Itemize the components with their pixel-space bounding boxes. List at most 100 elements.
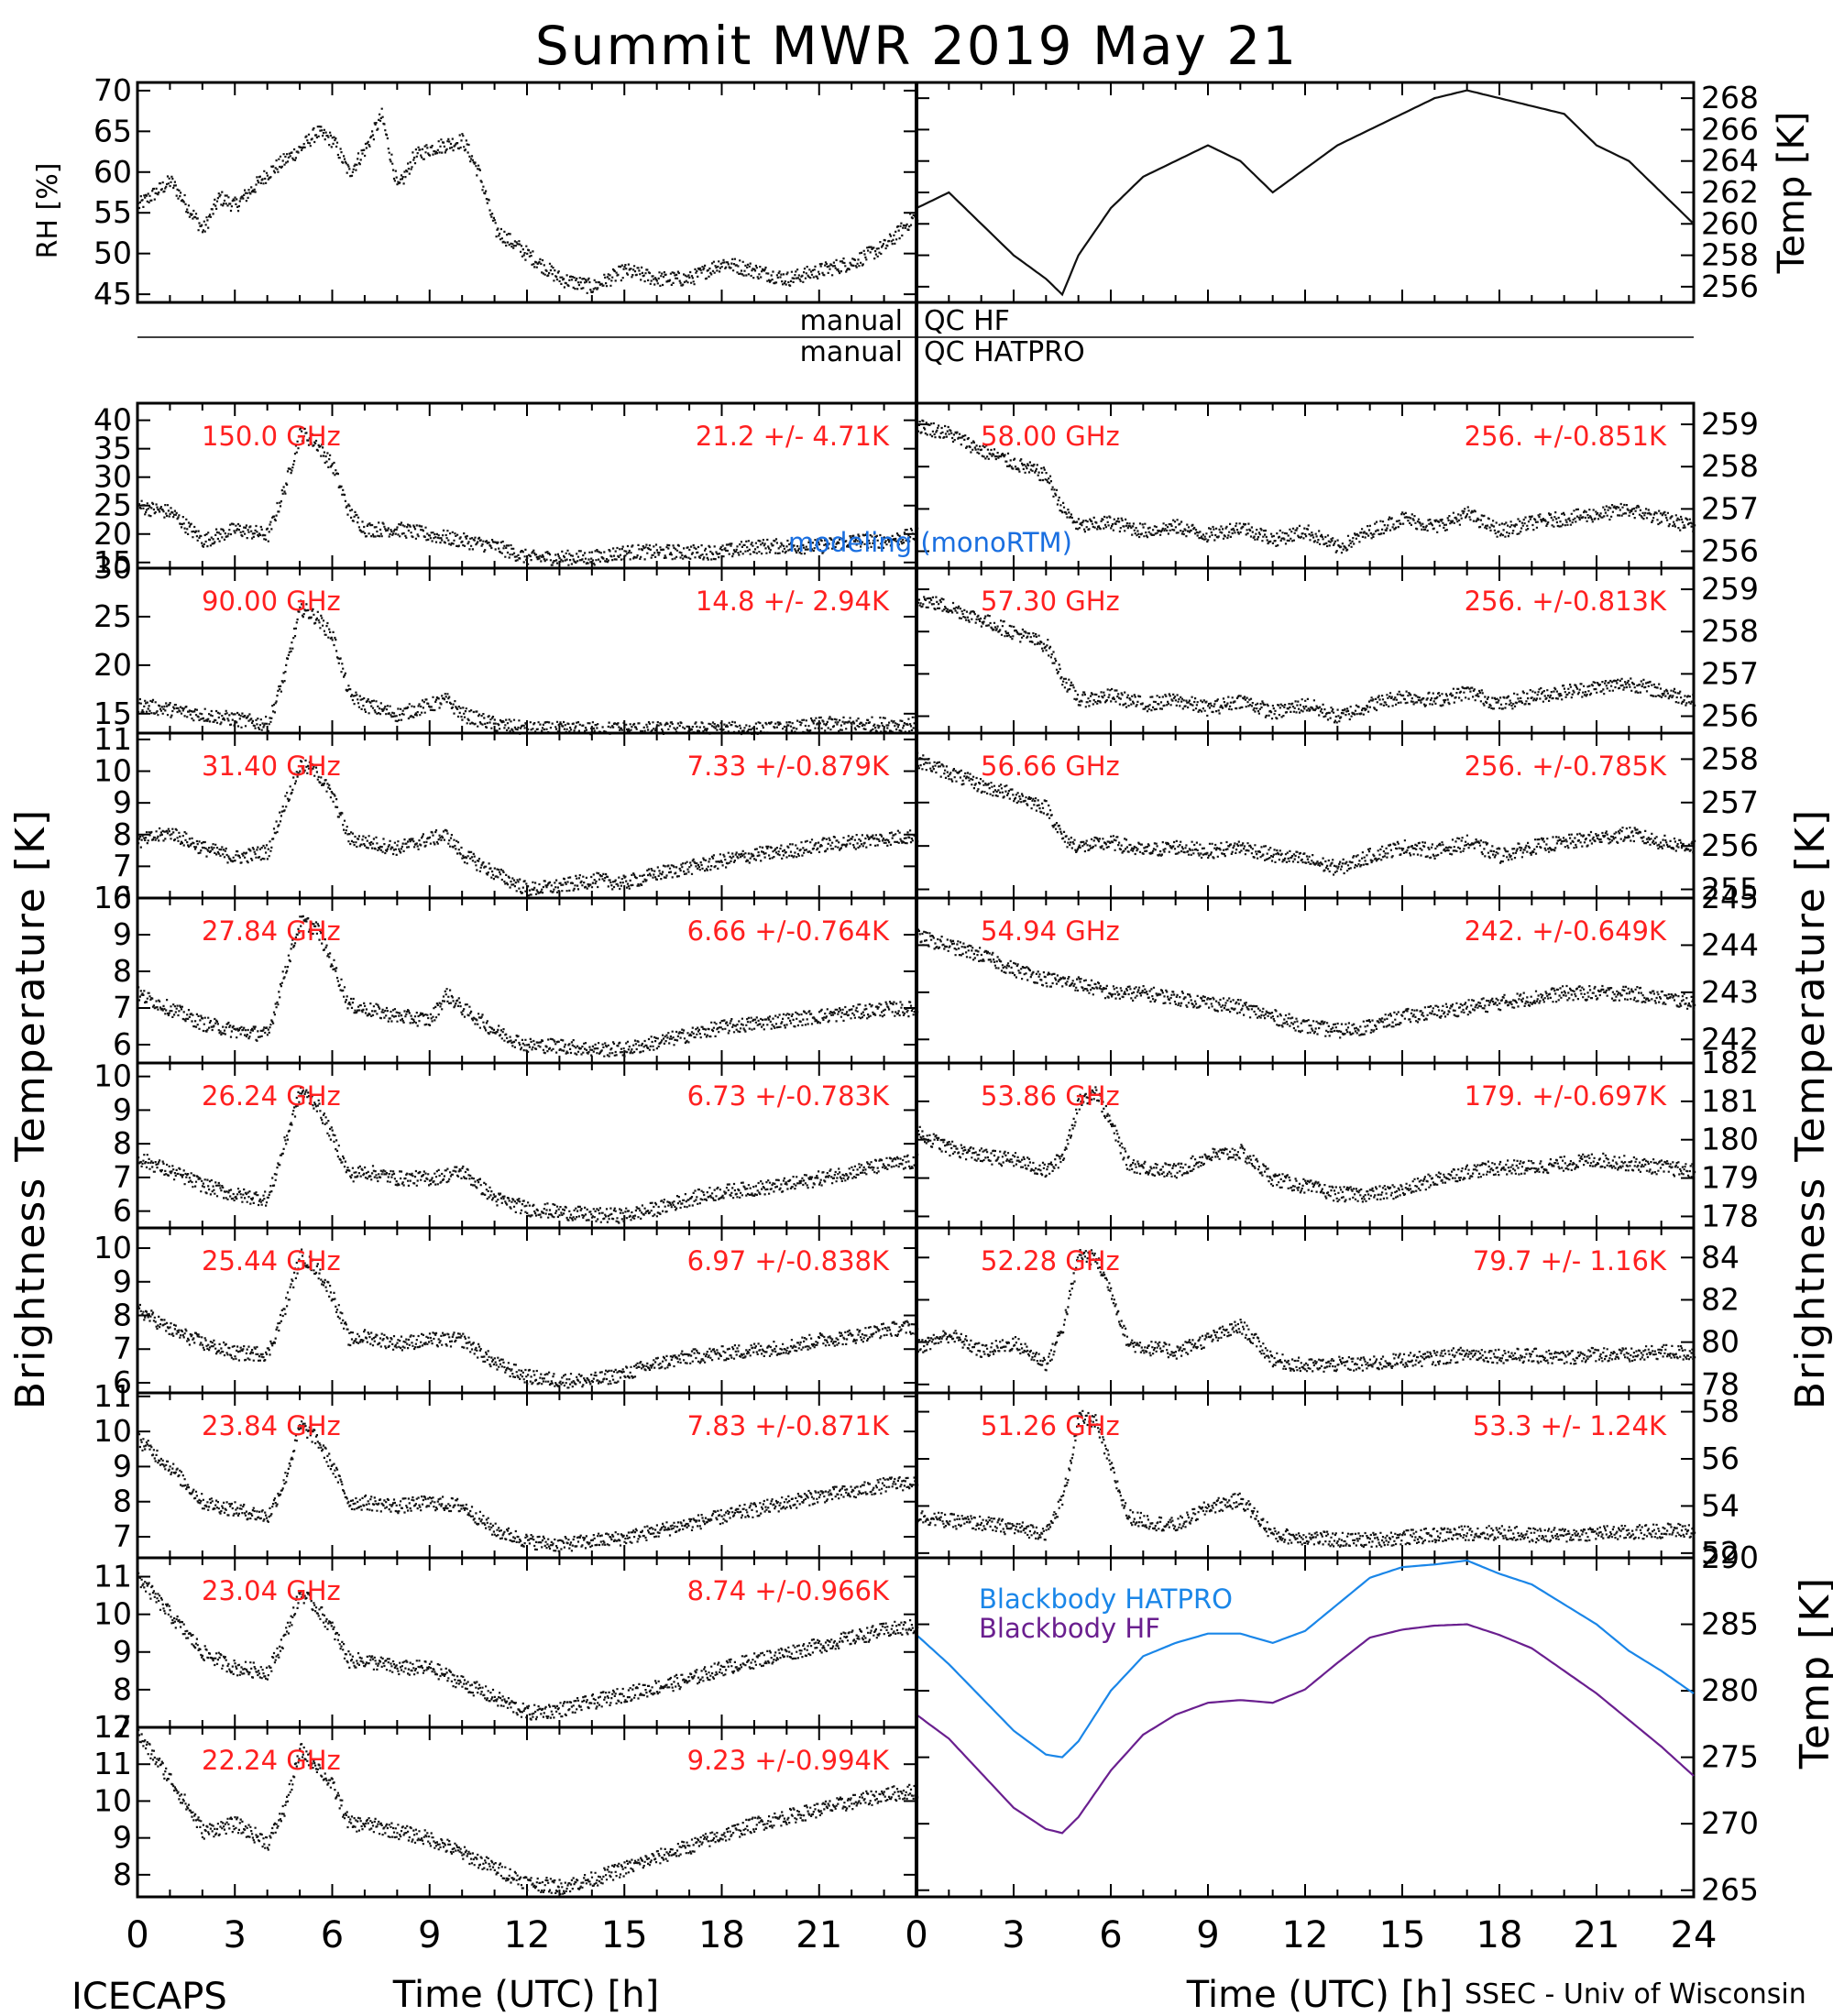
x-tick-label: 18 [698,1914,745,1956]
x-tick-label: 21 [796,1914,842,1956]
legend-entry: Blackbody HF [979,1613,1160,1644]
y-tick-label: 10 [93,1413,132,1449]
frequency-label: 27.84 GHz [202,915,341,947]
frequency-label: 52.28 GHz [981,1245,1120,1276]
series-points [916,928,1696,1039]
x-tick-label: 15 [601,1914,648,1956]
x-tick-label: 0 [126,1914,148,1956]
x-tick-label: 9 [1196,1914,1219,1956]
y-tick-label: 245 [1701,880,1759,915]
ssec-label: SSEC - Univ of Wisconsin [1465,1978,1806,2011]
y-tick-label: 256 [1701,268,1759,304]
y-tick-label: 20 [93,647,132,683]
y-tick-label: 7 [113,1518,132,1554]
frequency-label: 26.24 GHz [202,1080,341,1112]
frequency-label: 58.00 GHz [981,421,1120,452]
y-tick-label: 270 [1701,1805,1759,1841]
y-tick-label: 9 [113,1634,132,1670]
y-tick-label: 7 [113,1709,132,1745]
qc-hf-right-label: QC HF [924,305,1010,337]
panel-rh: 45 50 55 60 65 70 [93,72,919,312]
x-tick-label: 18 [1476,1914,1523,1956]
x-tick-label: 12 [1282,1914,1329,1956]
qc-hatpro-left-label: manual [800,336,903,368]
y-tick-label: 15 [93,544,132,580]
y-tick-label: 9 [113,1264,132,1299]
y-tick-label: 6 [113,1364,132,1400]
frequency-label: 51.26 GHz [981,1410,1120,1441]
y-tick-label: 265 [1701,1872,1759,1908]
stats-label: 21.2 +/- 4.71K [696,421,890,452]
y-tick-label: 244 [1701,926,1759,962]
y-tick-label: 56 [1701,1441,1740,1476]
panel-ch90: 15 20 25 30 90.00 GHz 14.8 +/- 2.94K [93,550,919,736]
y-tick-label: 60 [93,154,132,190]
blackbody-temp-y-axis-label: Temp [K] [1792,1576,1833,1769]
y-tick-label: 243 [1701,974,1759,1010]
y-tick-label: 9 [113,1448,132,1484]
y-tick-label: 258 [1701,237,1759,273]
y-tick-label: 262 [1701,174,1759,210]
y-tick-label: 275 [1701,1739,1759,1775]
stats-label: 6.66 +/-0.764K [687,915,890,947]
y-tick-label: 10 [93,1230,132,1265]
y-tick-label: 7 [113,990,132,1025]
y-tick-label: 8 [113,1484,132,1519]
x-tick-label: 24 [1671,1914,1718,1956]
y-tick-label: 181 [1701,1083,1759,1119]
series-line [916,1559,1695,1759]
y-tick-label: 25 [93,488,132,523]
x-tick-label: 12 [504,1914,551,1956]
y-tick-label: 82 [1701,1281,1740,1317]
frequency-label: 57.30 GHz [981,586,1120,617]
frequency-label: 53.86 GHz [981,1080,1120,1112]
y-tick-label: 20 [93,516,132,552]
y-tick-label: 179 [1701,1160,1759,1196]
panel-ch5494: 242 243 244 245 54.94 GHz 242. +/-0.649K [915,880,1759,1065]
y-tick-label: 80 [1701,1324,1740,1360]
y-tick-label: 6 [113,1193,132,1229]
frequency-label: 150.0 GHz [202,421,341,452]
y-tick-label: 7 [113,1331,132,1366]
y-tick-label: 268 [1701,80,1759,115]
y-tick-label: 30 [93,550,132,586]
y-tick-label: 10 [93,1058,132,1094]
y-tick-label: 12 [93,1709,132,1745]
y-tick-label: 8 [113,1857,132,1892]
qc-hatpro-right-label: QC HATPRO [924,336,1085,368]
icecaps-label: ICECAPS [71,1976,227,2016]
stats-label: 9.23 +/-0.994K [687,1745,890,1776]
y-tick-label: 182 [1701,1045,1759,1080]
x-tick-label: 3 [224,1914,247,1956]
panel-ch5126: 52 54 56 58 51.26 GHz 53.3 +/- 1.24K [915,1391,1740,1571]
y-tick-label: 256 [1701,533,1759,569]
series-points [137,599,919,736]
y-tick-label: 258 [1701,613,1759,649]
y-tick-label: 256 [1701,698,1759,734]
stats-label: 256. +/-0.813K [1465,586,1667,617]
x-tick-label: 9 [418,1914,441,1956]
y-tick-label: 15 [93,696,132,731]
y-tick-label: 11 [93,1746,132,1781]
y-tick-label: 6 [113,1026,132,1062]
series-points [137,1420,919,1552]
y-tick-label: 285 [1701,1606,1759,1642]
y-tick-label: 10 [93,753,132,789]
y-tick-label: 266 [1701,111,1759,147]
y-tick-label: 11 [93,1378,132,1414]
y-tick-label: 9 [113,1820,132,1856]
y-tick-label: 65 [93,113,132,148]
right-x-axis-label: Time (UTC) [h] [1186,1974,1453,2016]
stats-label: 79.7 +/- 1.16K [1473,1245,1667,1276]
y-tick-label: 35 [93,431,132,466]
y-tick-label: 8 [113,1298,132,1333]
stats-label: 53.3 +/- 1.24K [1473,1410,1667,1441]
y-tick-label: 9 [113,916,132,952]
frequency-label: 23.84 GHz [202,1410,341,1441]
